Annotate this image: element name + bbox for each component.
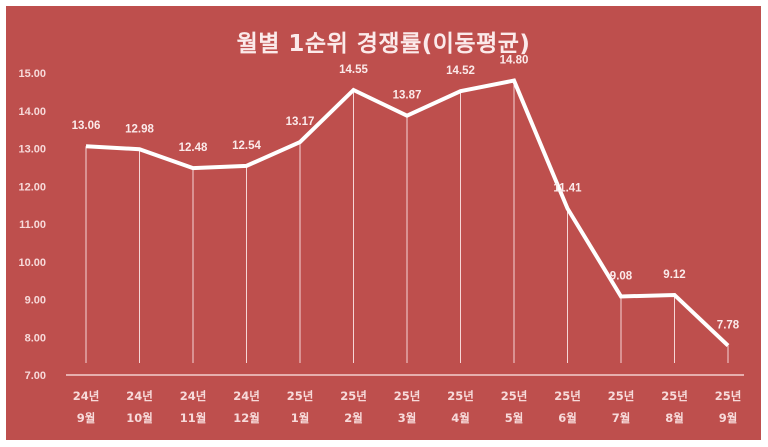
- x-tick-label-month: 1월: [291, 411, 310, 425]
- x-tick-label-month: 2월: [344, 411, 363, 425]
- line-chart: 7.00 8.00 9.00 10.00 11.00 12.00 13.00 14.00 15.…: [18, 55, 744, 425]
- x-tick-label-month: 9월: [719, 411, 738, 425]
- data-label: 13.17: [286, 116, 315, 128]
- x-tick-label-year: 25년: [715, 389, 742, 403]
- data-label: 13.87: [393, 90, 422, 102]
- y-tick-label: 7.00: [25, 370, 46, 382]
- y-tick-label: 13.00: [18, 144, 46, 156]
- data-label: 12.54: [232, 140, 261, 152]
- data-label: 12.98: [125, 123, 154, 135]
- x-tick-label-year: 25년: [608, 389, 635, 403]
- x-tick-label-year: 25년: [287, 389, 314, 403]
- x-tick-label-year: 25년: [501, 389, 528, 403]
- data-label: 9.12: [663, 269, 685, 281]
- x-tick-label-year: 25년: [554, 389, 581, 403]
- data-label: 14.52: [446, 65, 475, 77]
- y-tick-label: 15.00: [18, 68, 46, 80]
- x-tick-label-month: 8월: [665, 411, 684, 425]
- x-tick-label-month: 7월: [612, 411, 631, 425]
- x-tick-label-month: 10월: [126, 411, 153, 425]
- data-label: 9.08: [610, 270, 633, 282]
- x-tick-label-month: 5월: [505, 411, 524, 425]
- x-tick-label-month: 4월: [451, 411, 470, 425]
- y-tick-label: 9.00: [25, 295, 46, 307]
- x-tick-label-year: 24년: [73, 389, 100, 403]
- x-tick-label-year: 25년: [661, 389, 688, 403]
- x-tick-label-month: 12월: [233, 411, 260, 425]
- data-label: 12.48: [179, 142, 208, 154]
- chart-title: 월별 1순위 경쟁률(이동평균): [236, 31, 531, 57]
- x-tick-label-month: 3월: [398, 411, 417, 425]
- y-tick-label: 11.00: [19, 219, 46, 231]
- y-tick-label: 14.00: [18, 106, 46, 118]
- data-label: 11.41: [553, 183, 582, 195]
- x-tick-label-month: 11월: [180, 411, 207, 425]
- chart-panel: 월별 1순위 경쟁률(이동평균) 7.00 8.00 9.00 10.00 11.00 1…: [6, 6, 761, 440]
- y-tick-label: 10.00: [18, 257, 46, 269]
- x-tick-label-year: 24년: [126, 389, 153, 403]
- data-label: 14.80: [500, 55, 529, 67]
- x-tick-label-year: 24년: [180, 389, 207, 403]
- x-tick-label-year: 25년: [340, 389, 367, 403]
- series-line: [85, 78, 730, 348]
- data-label: 7.78: [717, 320, 740, 332]
- y-tick-label: 12.00: [18, 181, 46, 193]
- x-tick-label-year: 24년: [233, 389, 260, 403]
- data-label: 13.06: [72, 120, 101, 132]
- y-tick-label: 8.00: [25, 332, 46, 344]
- x-tick-label-month: 6월: [558, 411, 577, 425]
- x-tick-label-year: 25년: [394, 389, 421, 403]
- x-tick-label-month: 9월: [77, 411, 96, 425]
- x-tick-label-year: 25년: [447, 389, 474, 403]
- data-label: 14.55: [339, 64, 368, 76]
